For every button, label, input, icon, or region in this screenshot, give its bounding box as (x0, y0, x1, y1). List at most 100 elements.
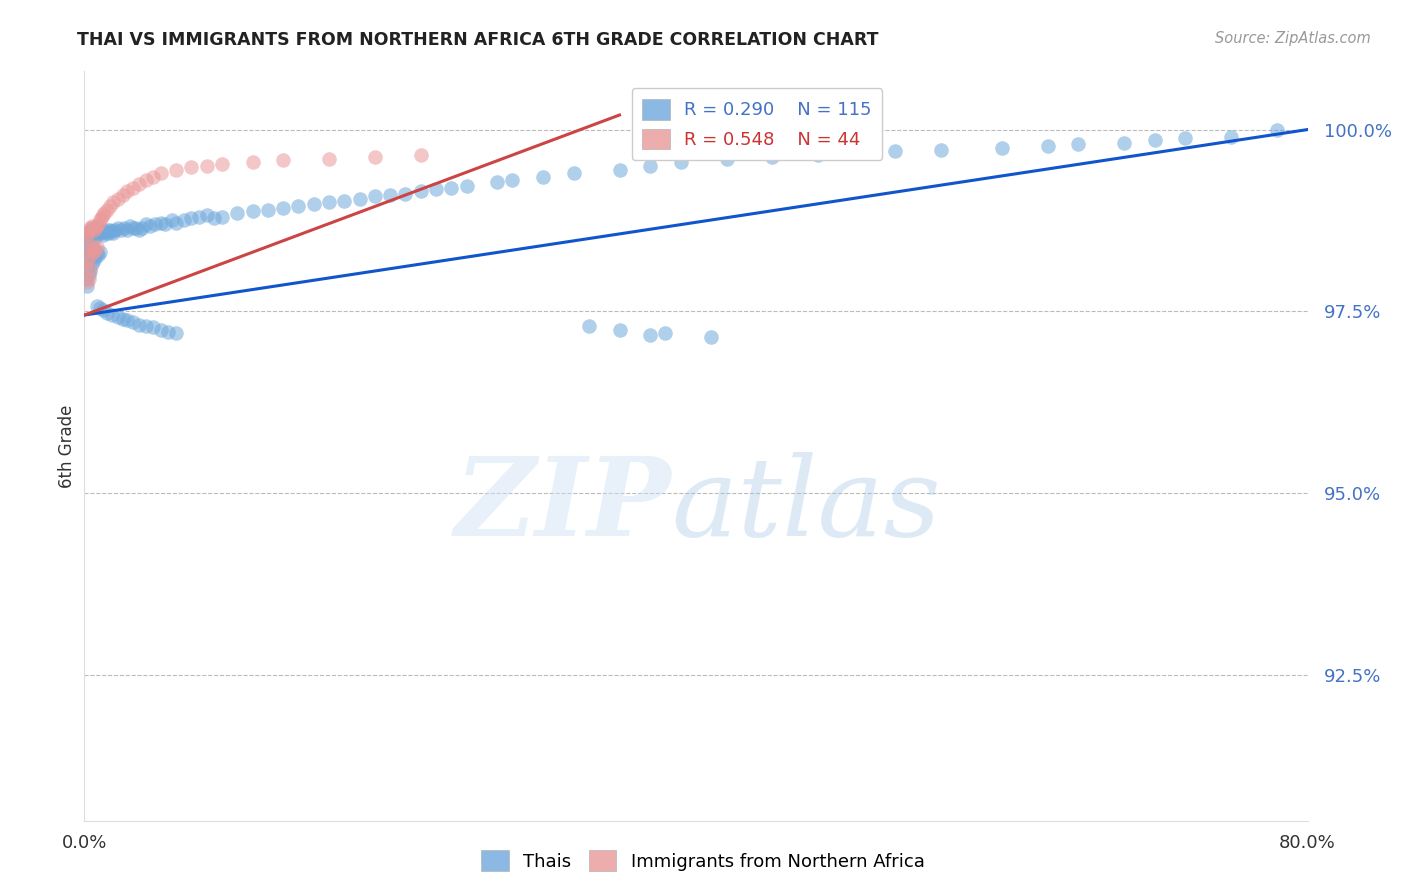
Point (83, 253, 105, 268)
Point (79, 243, 101, 257)
Point (807, 148, 830, 162)
Point (76, 253, 98, 268)
Point (578, 318, 600, 333)
Point (128, 223, 150, 237)
Point (149, 166, 172, 180)
Point (139, 219, 162, 233)
Point (76, 276, 98, 290)
Point (89, 213, 111, 227)
Point (112, 220, 135, 235)
Point (80, 219, 103, 233)
Point (257, 202, 280, 217)
Point (86, 299, 108, 313)
Point (107, 310, 129, 325)
Point (75, 235, 97, 250)
Point (96, 223, 118, 237)
Point (143, 217, 166, 231)
Point (103, 195, 125, 210)
Point (226, 206, 249, 220)
Point (79, 220, 101, 235)
Point (1220, 129, 1243, 144)
Point (87, 248, 110, 262)
Point (131, 220, 153, 235)
Y-axis label: 6th Grade: 6th Grade (58, 404, 76, 488)
Point (107, 192, 129, 206)
Point (142, 320, 165, 334)
Point (165, 326, 187, 341)
Point (287, 199, 309, 213)
Point (77, 250, 100, 264)
Point (180, 211, 202, 226)
Point (76, 227, 98, 242)
Point (75, 271, 97, 285)
Point (1114, 136, 1136, 150)
Point (135, 217, 157, 231)
Point (173, 213, 195, 227)
Point (700, 330, 723, 344)
Text: ZIP: ZIP (456, 452, 672, 559)
Point (202, 211, 225, 226)
Point (76, 246, 98, 260)
Point (84, 227, 107, 242)
Point (75, 260, 97, 275)
Point (89, 301, 111, 315)
Point (89, 244, 111, 259)
Point (211, 157, 233, 171)
Point (486, 175, 509, 189)
Point (125, 220, 148, 235)
Point (531, 169, 554, 184)
Point (211, 210, 233, 224)
Point (80, 257, 103, 271)
Text: Source: ZipAtlas.com: Source: ZipAtlas.com (1215, 31, 1371, 46)
Point (609, 162, 631, 177)
Point (409, 148, 432, 162)
Point (75, 253, 97, 268)
Point (84, 250, 107, 264)
Point (79, 264, 101, 278)
Point (716, 152, 738, 166)
Point (101, 224, 124, 238)
Point (364, 150, 387, 164)
Point (761, 150, 783, 164)
Point (122, 180, 145, 194)
Point (160, 213, 183, 227)
Point (115, 313, 138, 327)
Point (77, 271, 100, 285)
Point (77, 227, 100, 242)
Point (242, 155, 264, 169)
Point (98, 223, 121, 237)
Point (165, 216, 187, 230)
Point (76, 232, 98, 246)
Point (93, 224, 115, 238)
Point (90, 226, 112, 240)
Text: atlas: atlas (672, 452, 941, 559)
Point (149, 323, 172, 337)
Point (440, 180, 463, 194)
Point (97, 226, 120, 240)
Point (128, 177, 150, 191)
Point (669, 155, 692, 169)
Point (929, 143, 952, 157)
Point (111, 188, 134, 202)
Point (115, 223, 138, 237)
Legend: Thais, Immigrants from Northern Africa: Thais, Immigrants from Northern Africa (474, 843, 932, 879)
Point (79, 224, 101, 238)
Point (91, 227, 114, 242)
Point (94, 226, 117, 240)
Point (83, 244, 105, 259)
Point (87, 217, 110, 231)
Point (115, 185, 138, 199)
Point (157, 325, 180, 339)
Point (96, 202, 118, 217)
Point (90, 211, 112, 226)
Point (122, 315, 145, 329)
Point (83, 232, 105, 246)
Legend: R = 0.290    N = 115, R = 0.548    N = 44: R = 0.290 N = 115, R = 0.548 N = 44 (631, 88, 883, 161)
Point (91, 208, 114, 222)
Point (149, 216, 172, 230)
Point (394, 186, 416, 201)
Point (502, 173, 524, 187)
Point (409, 185, 432, 199)
Point (77, 250, 100, 264)
Point (75, 232, 97, 246)
